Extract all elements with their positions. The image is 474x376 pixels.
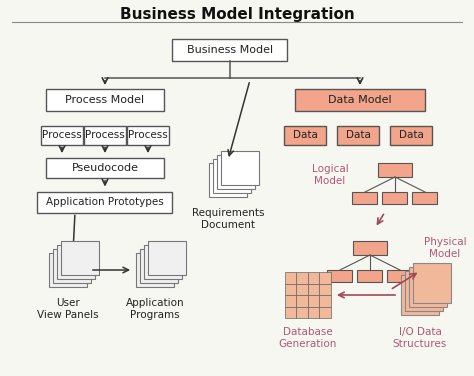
FancyBboxPatch shape <box>388 270 412 282</box>
Text: User
View Panels: User View Panels <box>37 298 99 320</box>
Text: Application Prototypes: Application Prototypes <box>46 197 164 207</box>
FancyBboxPatch shape <box>53 249 91 283</box>
FancyBboxPatch shape <box>337 126 379 144</box>
FancyBboxPatch shape <box>209 163 247 197</box>
FancyBboxPatch shape <box>297 284 308 295</box>
Text: Requirements
Document: Requirements Document <box>192 208 264 230</box>
Text: Data: Data <box>292 130 318 140</box>
FancyBboxPatch shape <box>308 284 319 295</box>
Text: Business Model Integration: Business Model Integration <box>119 6 355 21</box>
Text: Process: Process <box>128 130 168 140</box>
FancyBboxPatch shape <box>405 271 443 311</box>
FancyBboxPatch shape <box>49 253 87 287</box>
FancyBboxPatch shape <box>319 295 331 306</box>
FancyBboxPatch shape <box>409 267 447 307</box>
FancyBboxPatch shape <box>297 272 308 284</box>
Text: Data: Data <box>399 130 423 140</box>
FancyBboxPatch shape <box>353 241 387 255</box>
FancyBboxPatch shape <box>319 272 331 284</box>
FancyBboxPatch shape <box>213 159 251 193</box>
FancyBboxPatch shape <box>378 163 412 177</box>
FancyBboxPatch shape <box>285 284 297 295</box>
FancyBboxPatch shape <box>383 192 408 204</box>
FancyBboxPatch shape <box>401 275 439 315</box>
FancyBboxPatch shape <box>285 295 297 306</box>
FancyBboxPatch shape <box>284 126 326 144</box>
FancyBboxPatch shape <box>285 272 297 284</box>
Text: Process: Process <box>85 130 125 140</box>
FancyBboxPatch shape <box>285 306 297 318</box>
FancyBboxPatch shape <box>412 192 438 204</box>
FancyBboxPatch shape <box>319 306 331 318</box>
FancyBboxPatch shape <box>295 89 425 111</box>
FancyBboxPatch shape <box>84 126 126 144</box>
FancyBboxPatch shape <box>46 89 164 111</box>
FancyBboxPatch shape <box>148 241 186 275</box>
Text: Process Model: Process Model <box>65 95 145 105</box>
FancyBboxPatch shape <box>357 270 383 282</box>
FancyBboxPatch shape <box>308 306 319 318</box>
FancyBboxPatch shape <box>173 39 288 61</box>
Text: Pseudocode: Pseudocode <box>72 163 138 173</box>
FancyBboxPatch shape <box>221 151 259 185</box>
Text: Application
Programs: Application Programs <box>126 298 184 320</box>
Text: Data: Data <box>346 130 371 140</box>
FancyBboxPatch shape <box>140 249 178 283</box>
Text: I/O Data
Structures: I/O Data Structures <box>393 327 447 349</box>
FancyBboxPatch shape <box>217 155 255 189</box>
Text: Logical
Model: Logical Model <box>311 164 348 186</box>
FancyBboxPatch shape <box>308 272 319 284</box>
FancyBboxPatch shape <box>127 126 169 144</box>
FancyBboxPatch shape <box>136 253 174 287</box>
FancyBboxPatch shape <box>297 306 308 318</box>
FancyBboxPatch shape <box>308 295 319 306</box>
Text: Business Model: Business Model <box>187 45 273 55</box>
FancyBboxPatch shape <box>390 126 432 144</box>
Text: Database
Generation: Database Generation <box>279 327 337 349</box>
FancyBboxPatch shape <box>413 263 451 303</box>
Text: Data Model: Data Model <box>328 95 392 105</box>
FancyBboxPatch shape <box>46 158 164 178</box>
FancyBboxPatch shape <box>328 270 353 282</box>
Text: Physical
Model: Physical Model <box>424 237 466 259</box>
FancyBboxPatch shape <box>319 284 331 295</box>
FancyBboxPatch shape <box>61 241 99 275</box>
FancyBboxPatch shape <box>57 245 95 279</box>
Text: Process: Process <box>42 130 82 140</box>
FancyBboxPatch shape <box>353 192 377 204</box>
FancyBboxPatch shape <box>297 295 308 306</box>
FancyBboxPatch shape <box>41 126 83 144</box>
FancyBboxPatch shape <box>144 245 182 279</box>
FancyBboxPatch shape <box>37 191 173 212</box>
